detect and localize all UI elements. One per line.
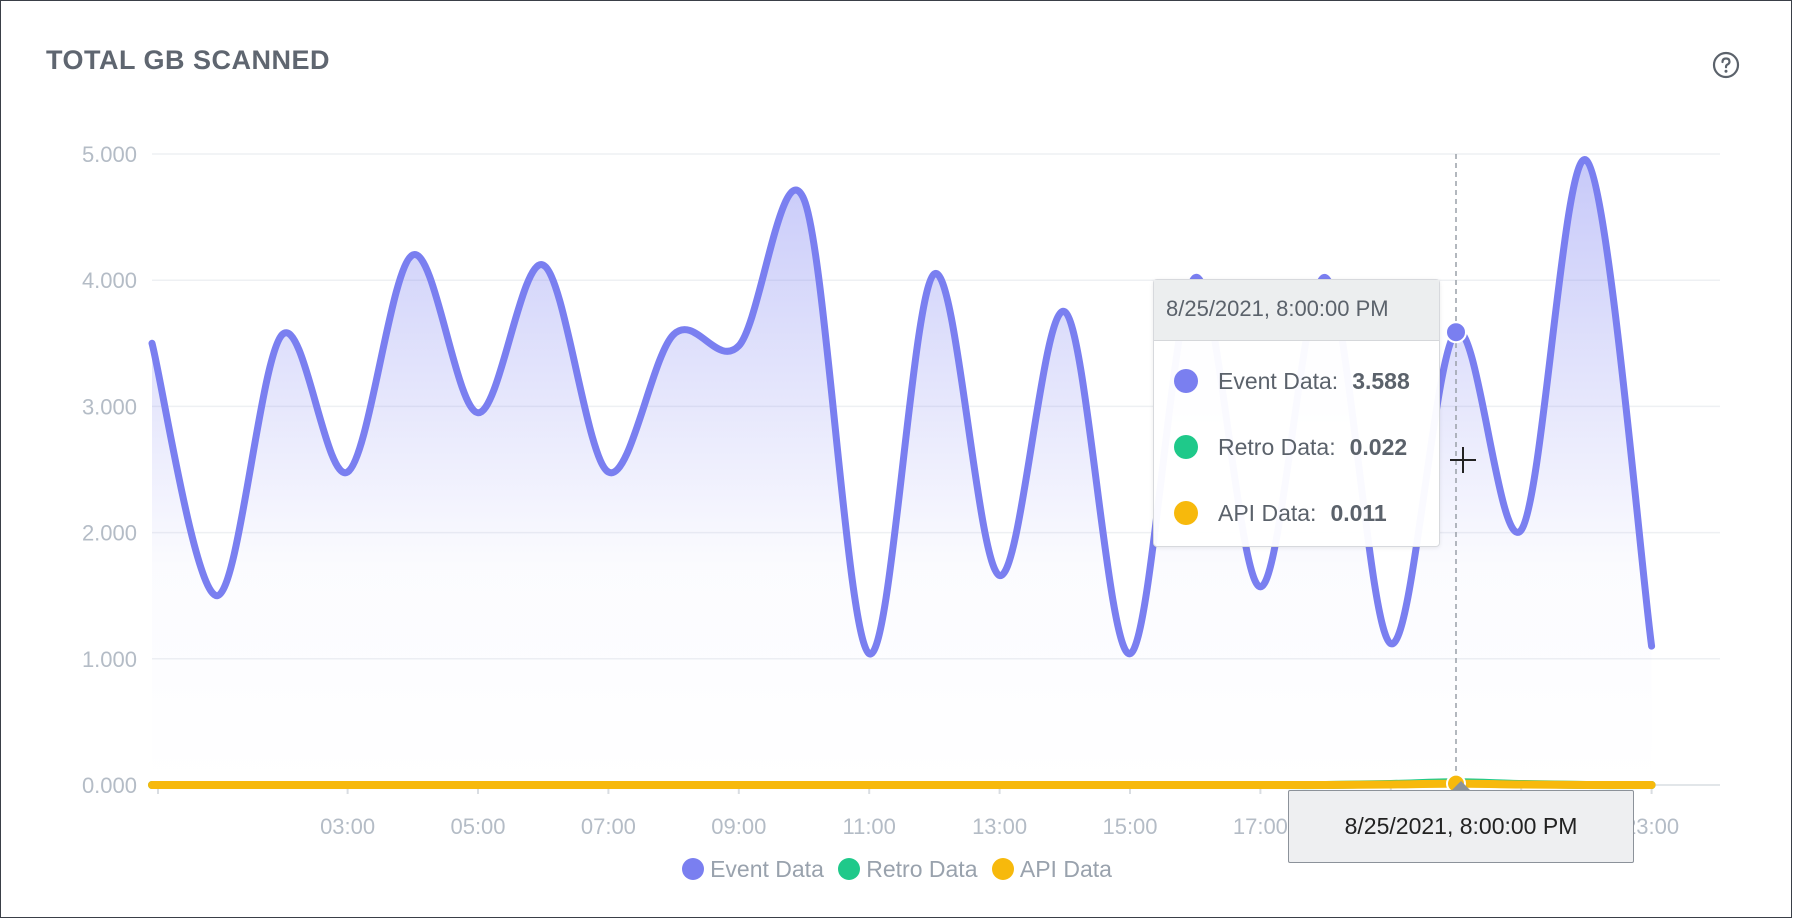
x-tick-label: 17:00: [1233, 814, 1288, 839]
x-tick-label: 05:00: [450, 814, 505, 839]
tooltip-label: API Data:: [1218, 500, 1317, 526]
legend-item-event[interactable]: Event Data: [682, 856, 824, 883]
x-tick-label: 09:00: [711, 814, 766, 839]
y-tick-label: 3.000: [82, 394, 137, 419]
x-tick-label: 15:00: [1102, 814, 1157, 839]
retro-dot-icon: [1174, 435, 1198, 459]
legend-item-api[interactable]: API Data: [991, 856, 1112, 883]
x-tick-label: 07:00: [581, 814, 636, 839]
crosshair-x-label: 8/25/2021, 8:00:00 PM: [1288, 790, 1634, 863]
tooltip-value: 3.588: [1352, 368, 1410, 394]
event-data-hover-point: [1445, 321, 1467, 344]
legend-label: Retro Data: [866, 856, 978, 883]
tooltip-value: 0.022: [1349, 434, 1408, 460]
legend-label: Event Data: [710, 856, 824, 883]
y-tick-label: 4.000: [82, 268, 137, 293]
tooltip-header: 8/25/2021, 8:00:00 PM: [1154, 280, 1439, 341]
y-tick-label: 0.000: [82, 773, 137, 798]
panel-title: TOTAL GB SCANNED: [46, 45, 331, 75]
legend-item-retro[interactable]: Retro Data: [838, 856, 977, 883]
tooltip-row-retro: Retro Data: 0.022: [1174, 434, 1407, 461]
event-dot-icon: [682, 858, 705, 881]
crosshair-cursor-icon: [1450, 447, 1476, 473]
api-data-line: [148, 779, 1656, 790]
crosshair-label-pointer: [1451, 781, 1471, 791]
tooltip-label: Event Data:: [1218, 368, 1339, 394]
help-icon[interactable]: [1712, 51, 1740, 79]
tooltip-label: Retro Data:: [1218, 434, 1336, 460]
tooltip-row-event: Event Data: 3.588: [1174, 368, 1410, 395]
legend-label: API Data: [1019, 856, 1112, 883]
api-dot-icon: [991, 858, 1014, 881]
x-tick-label: 13:00: [972, 814, 1027, 839]
tooltip-value: 0.011: [1330, 500, 1387, 526]
y-tick-label: 1.000: [82, 647, 137, 672]
event-dot-icon: [1174, 369, 1198, 393]
y-tick-label: 2.000: [82, 521, 137, 546]
retro-dot-icon: [838, 858, 861, 881]
x-tick-label: 03:00: [320, 814, 375, 839]
api-dot-icon: [1174, 501, 1198, 525]
x-tick-label: 11:00: [842, 814, 895, 839]
event-data-area: [152, 159, 1652, 785]
y-tick-label: 5.000: [82, 142, 137, 167]
hover-tooltip: 8/25/2021, 8:00:00 PM Event Data: 3.588 R…: [1153, 279, 1440, 547]
tooltip-row-api: API Data: 0.011: [1174, 500, 1387, 527]
chart-legend: Event Data Retro Data API Data: [0, 855, 1794, 883]
